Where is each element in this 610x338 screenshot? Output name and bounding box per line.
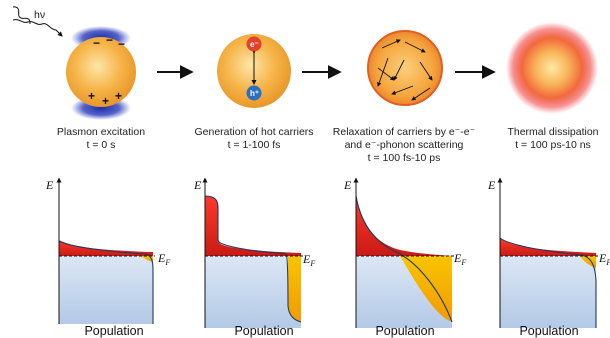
thermal-particle — [506, 22, 598, 114]
svg-text:t = 100 ps-10 ns: t = 100 ps-10 ns — [515, 139, 591, 151]
population-axis-label: Population — [519, 324, 578, 338]
distribution-curve — [58, 240, 154, 324]
population-axis-label: Population — [375, 324, 434, 338]
population-axis-label: Population — [84, 324, 143, 338]
hot-hole-region — [580, 256, 596, 268]
distribution-plot-3 — [353, 177, 454, 328]
stage-caption: Thermal dissipation t = 100 ps-10 ns — [507, 126, 598, 151]
stage-caption: Generation of hot carriers t = 1-100 fs — [194, 126, 313, 151]
energy-axis-label: E — [343, 178, 352, 192]
light-label: hν — [34, 9, 45, 21]
positive-charge: + — [88, 89, 95, 103]
negative-charge: − — [118, 37, 125, 51]
hot-electron-region — [59, 240, 153, 256]
positive-charge: + — [115, 89, 122, 103]
distribution-plot-4 — [497, 177, 598, 328]
plasmon-particle — [66, 26, 136, 120]
svg-text:and e⁻-phonon scattering: and e⁻-phonon scattering — [345, 139, 464, 151]
svg-text:Thermal dissipation: Thermal dissipation — [507, 126, 598, 138]
energy-axis-label: E — [487, 178, 496, 192]
svg-text:t = 0 s: t = 0 s — [87, 139, 116, 151]
distribution-curve — [355, 195, 453, 323]
fermi-level-label: EF — [157, 251, 170, 267]
distribution-plot-1 — [56, 177, 155, 324]
fermi-sea — [205, 256, 301, 328]
svg-text:t = 100 fs-10 ps: t = 100 fs-10 ps — [368, 152, 441, 164]
hot-electron-region — [356, 196, 452, 256]
hot-electron-region — [205, 196, 301, 256]
svg-text:Plasmon excitation: Plasmon excitation — [57, 126, 145, 138]
distribution-curve — [499, 237, 597, 328]
positive-charge: + — [102, 94, 109, 108]
svg-text:Relaxation of carriers by e⁻-e: Relaxation of carriers by e⁻-e⁻ — [333, 126, 476, 138]
hole-dot — [246, 85, 262, 101]
hot-hole-region — [288, 256, 301, 322]
stage-caption: Relaxation of carriers by e⁻-e⁻ and e⁻-p… — [333, 126, 476, 164]
negative-charge: − — [106, 33, 113, 47]
incident-light-icon — [12, 6, 63, 37]
fermi-level-label: EF — [598, 251, 610, 267]
population-axis-label: Population — [234, 324, 293, 338]
scattering-arrows — [377, 39, 433, 101]
fermi-level-label: EF — [302, 252, 315, 268]
fermi-sea — [59, 256, 153, 324]
stage-caption: Plasmon excitation t = 0 s — [57, 126, 145, 151]
energy-axis-label: E — [193, 178, 202, 192]
electron-label: e⁻ — [250, 40, 259, 49]
hot-electron-region — [500, 238, 596, 256]
electron-dot — [246, 36, 262, 52]
energy-axis-label: E — [45, 178, 54, 192]
distribution-curve — [204, 195, 302, 323]
hole-label: h⁺ — [250, 89, 259, 98]
svg-text:Generation of hot carriers: Generation of hot carriers — [194, 126, 313, 138]
hot-hole-region — [140, 256, 153, 262]
fermi-level-label: EF — [453, 251, 466, 267]
svg-text:t = 1-100 fs: t = 1-100 fs — [228, 139, 281, 151]
fermi-sea — [500, 256, 596, 328]
negative-charge: − — [93, 36, 100, 50]
hot-hole-region — [400, 256, 452, 322]
distribution-plot-2 — [202, 177, 303, 328]
